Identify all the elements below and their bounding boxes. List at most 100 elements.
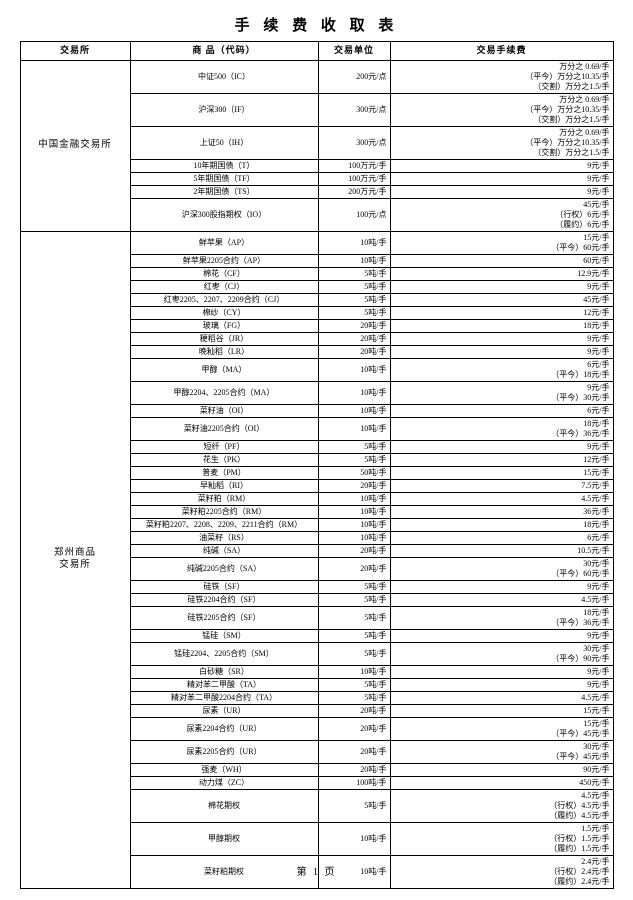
fee-condition-label: （交割） (533, 148, 566, 157)
table-row: 菜籽粕（RM） 10吨/手 4.5元/手 (20, 492, 614, 506)
fee-condition-label: （行权） (549, 801, 582, 810)
product-name-cell: 普麦（PM） (129, 466, 319, 480)
fee-amount: 15元/手 (583, 719, 610, 728)
fee-amount: 45元/手 (583, 752, 610, 761)
fee-condition-label: （履约） (549, 811, 582, 820)
product-name-cell: 尿素（UR） (129, 704, 319, 718)
product-name-cell: 硅铁2204合约（SF） (129, 593, 319, 607)
trading-unit-cell: 200元/点 (317, 60, 391, 94)
product-name-cell: 硅铁（SF） (129, 580, 319, 594)
fee-amount: 4.5元/手 (581, 494, 610, 503)
fee-line: 9元/手 (394, 334, 609, 344)
page-title: 手 续 费 收 取 表 (234, 18, 399, 34)
fee-line: 4.5元/手 (394, 693, 610, 703)
trading-unit-cell: 10吨/手 (317, 531, 391, 545)
product-name-cell: 精对苯二甲酸（TA） (129, 678, 319, 692)
trading-fee-cell: 45元/手 （行权）6元/手 （履约）6元/手 (389, 198, 614, 232)
fee-line: 1.5元/手 (394, 824, 609, 834)
trading-unit-cell: 20吨/手 (317, 544, 391, 558)
trading-unit-cell: 10吨/手 (317, 231, 391, 255)
trading-fee-cell: 450元/手 (389, 776, 614, 790)
trading-fee-cell: 30元/手 （平今）90元/手 (389, 642, 614, 666)
fee-amount: 9元/手 (587, 680, 610, 689)
fee-amount: 万分之1.5/手 (565, 148, 610, 157)
trading-unit-cell: 10吨/手 (317, 518, 391, 532)
product-name-cell: 上证50（IH） (129, 126, 319, 160)
product-name-cell: 锰硅2204、2205合约（SM） (129, 642, 319, 666)
fee-amount: 4.5元/手 (581, 693, 610, 702)
product-name-cell: 粳稻谷（JR） (129, 332, 319, 346)
product-name-cell: 棉花期权 (129, 789, 319, 823)
fee-line: 60元/手 (394, 256, 609, 266)
fee-line: （行权）1.5元/手 (394, 834, 609, 844)
fee-line: （履约）2.4元/手 (394, 877, 610, 887)
fee-amount: 9元/手 (587, 582, 610, 591)
trading-fee-cell: 4.5元/手 (389, 691, 614, 705)
fee-amount: 6元/手 (587, 533, 610, 542)
fee-amount: 9元/手 (587, 347, 610, 356)
fee-amount: 6元/手 (587, 210, 610, 219)
fee-amount: 18元/手 (583, 608, 610, 617)
fee-condition-label: （平今） (525, 72, 558, 81)
trading-fee-cell: 15元/手 (389, 704, 614, 718)
fee-amount: 1.5元/手 (581, 844, 610, 853)
trading-unit-cell: 100吨/手 (317, 776, 391, 790)
table-row: 菜籽油2205合约（OI） 10吨/手 18元/手 （平今）36元/手 (20, 417, 614, 441)
fee-condition-label: （平今） (551, 429, 584, 438)
fee-line: 90元/手 (394, 765, 609, 775)
fee-condition-label: （履约） (549, 844, 582, 853)
trading-fee-cell: 36元/手 (389, 505, 614, 519)
trading-unit-cell: 10吨/手 (317, 417, 391, 441)
header-row: 交易所 商 品（代码） 交易单位 交易手续费 (19, 41, 614, 61)
fee-amount: 45元/手 (583, 200, 610, 209)
trading-unit-cell: 100元/点 (317, 198, 391, 232)
product-name-cell: 白砂糖（SR） (129, 665, 319, 679)
trading-unit-cell: 20吨/手 (317, 740, 391, 764)
fee-line: 15元/手 (394, 706, 609, 716)
fee-line: 45元/手 (394, 295, 609, 305)
trading-fee-cell: 6元/手 (389, 404, 614, 418)
trading-fee-cell: 万分之 0.69/手 （平今）万分之10.35/手 （交割）万分之1.5/手 (389, 60, 614, 94)
column-header-fee: 交易手续费 (389, 41, 614, 61)
exchange-name-cell: 郑州商品 交易所 (19, 231, 131, 889)
trading-fee-cell: 12元/手 (389, 306, 614, 320)
fee-amount: 万分之10.35/手 (557, 138, 610, 147)
table-row: 锰硅（SM） 5吨/手 9元/手 (20, 629, 614, 643)
trading-fee-cell: 9元/手 (389, 440, 614, 454)
fee-line: （履约）6元/手 (394, 220, 609, 230)
fee-line: 万分之 0.69/手 (394, 128, 609, 138)
table-row: 红枣2205、2207、2209合约（CJ） 5吨/手 45元/手 (20, 293, 614, 307)
fee-line: 18元/手 (394, 321, 609, 331)
table-row: 郑州商品 交易所 鲜苹果（AP） 10吨/手 15元/手 （平今）60元/手 (19, 231, 614, 889)
column-header-exchange: 交易所 (19, 41, 131, 61)
trading-fee-cell: 4.5元/手 (389, 492, 614, 506)
trading-unit-cell: 5吨/手 (317, 580, 391, 594)
fee-condition-label: （平今） (551, 370, 584, 379)
trading-fee-cell: 30元/手 （平今）60元/手 (389, 557, 614, 581)
table-row: 纯碱2205合约（SA） 20吨/手 30元/手 （平今）60元/手 (20, 557, 614, 581)
trading-fee-cell: 6元/手 （平今）18元/手 (389, 358, 614, 382)
product-name-cell: 纯碱2205合约（SA） (129, 557, 319, 581)
fee-line: （行权）2.4元/手 (394, 867, 609, 877)
product-name-cell: 晚籼稻（LR） (129, 345, 319, 359)
fee-line: 4.5元/手 (394, 595, 609, 605)
fee-line: 12.9元/手 (394, 269, 609, 279)
table-row: 甲醇2204、2205合约（MA） 10吨/手 9元/手 （平今）30元/手 (20, 381, 614, 405)
fee-condition-label: （平今） (551, 618, 584, 627)
fee-condition-label: （平今） (525, 105, 558, 114)
table-row: 上证50（IH） 300元/点 万分之 0.69/手 （平今）万分之10.35/手 （交… (20, 126, 614, 160)
fee-line: 2.4元/手 (394, 857, 609, 867)
fee-line: （交割）万分之1.5/手 (394, 115, 609, 125)
trading-unit-cell: 20吨/手 (317, 332, 391, 346)
fee-amount: 12元/手 (583, 455, 610, 464)
fee-amount: 30元/手 (583, 644, 610, 653)
product-name-cell: 棉花（CF） (129, 267, 319, 281)
fee-condition-label: （行权） (549, 834, 582, 843)
fee-line: 36元/手 (394, 507, 609, 517)
fee-line: （平今）60元/手 (394, 243, 609, 253)
trading-fee-cell: 18元/手 (389, 319, 614, 333)
fee-condition-label: （行权） (549, 867, 582, 876)
table-row: 精对苯二甲酸（TA） 5吨/手 9元/手 (20, 678, 614, 692)
product-name-cell: 2年期国债（TS） (129, 185, 319, 199)
fee-amount: 2.4元/手 (581, 877, 610, 886)
